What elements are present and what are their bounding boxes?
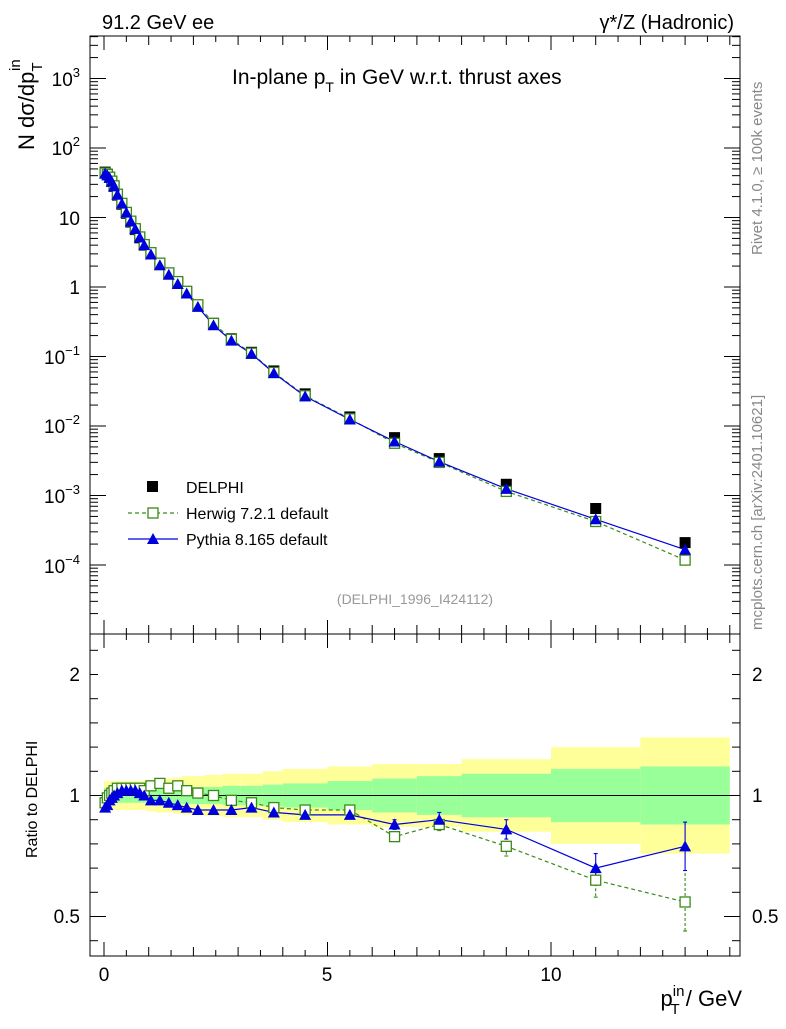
herwig-ratio-point [181,785,193,797]
pythia-point [299,390,312,402]
x-tick-label-5: 5 [322,965,333,986]
pythia-point [108,180,121,192]
ratio-tick-labels: 2 1 0.5 2 1 0.5 [54,665,779,928]
herwig-ratio-point [679,896,691,908]
pythia-point [433,455,446,467]
plot-title: In-plane pT in GeV w.r.t. thrust axes [232,66,562,95]
herwig-ratio-line [104,782,686,903]
pythia-ratio-point [207,804,220,816]
pythia-point [162,268,175,280]
pythia-point [500,482,513,494]
herwig-ratio-point [225,794,238,806]
legend-marker-delphi [147,481,158,492]
y-tick-label-1e-1: 10−1 [44,343,80,369]
pythia-ratio-point [171,799,184,811]
main-series [99,166,692,566]
herwig-ratio-point [500,840,512,852]
y-tick-label-1e-3: 10−3 [44,482,80,508]
y-tick-label-10: 10 [59,209,80,230]
pythia-ratio-point [267,806,280,818]
pythia-ratio-point [162,796,175,808]
ratio-tick-label-1-right: 1 [752,786,763,807]
pythia-ratio-point [388,818,401,830]
ratio-tick-label-2-left: 2 [69,665,80,686]
side-label-mcplots: mcplots.cern.ch [arXiv:2401.10621] [749,395,766,630]
pythia-point [153,259,166,271]
ratio-tick-label-05-left: 0.5 [54,907,80,928]
legend-label-pythia: Pythia 8.165 default [186,532,328,549]
herwig-ratio-point [590,874,602,886]
y-tick-label-1e-2: 10−2 [44,412,80,438]
pythia-point [180,287,193,299]
side-label-rivet: Rivet 4.1.0, ≥ 100k events [749,82,766,255]
pythia-point [129,222,142,234]
legend-marker-pythia [147,533,159,544]
x-tick-labels: 0 5 10 [99,965,562,986]
pythia-ratio-point [138,789,151,801]
pythia-point [343,413,356,425]
y-axis-title: N dσ/dpTin [7,59,46,150]
ratio-series [99,777,692,932]
y-tick-label-1: 1 [69,278,80,299]
pythia-point [679,543,692,555]
pythia-point [138,239,151,251]
herwig-line [104,172,686,561]
pythia-point [191,300,204,312]
y-tick-label-1e-4: 10−4 [44,552,80,578]
axis-ticks [90,36,740,956]
herwig-ratio-point [192,787,204,799]
pythia-ratio-point [589,862,602,874]
header-left: 91.2 GeV ee [102,12,214,34]
pythia-ratio-point [144,794,157,806]
pythia-point [388,435,401,447]
y-tick-label-1e2: 102 [52,134,80,160]
header-right: γ*/Z (Hadronic) [600,12,734,34]
x-tick-label-0: 0 [99,965,110,986]
ratio-tick-label-2-right: 2 [752,665,763,686]
x-axis-title: pin T / GeV [661,983,743,1018]
analysis-label: (DELPHI_1996_I424112) [337,591,493,607]
delphi-point [679,537,691,549]
pythia-ratio-point [225,804,238,816]
delphi-point [590,503,602,515]
pythia-point [115,197,128,209]
legend-marker-herwig [147,507,159,519]
pythia-point [225,334,238,346]
y-tick-labels: 103 102 10 1 10−1 10−2 10−3 10−4 [44,65,80,578]
pythia-ratio-point [343,808,356,820]
pythia-point [133,231,146,243]
y-tick-label-1e3: 103 [52,65,80,91]
pythia-point [111,188,124,200]
herwig-point [679,554,691,566]
pythia-point [120,206,133,218]
legend-label-delphi: DELPHI [186,480,244,497]
pythia-point [124,215,137,227]
pythia-ratio-point [245,801,258,813]
pythia-point [245,347,258,359]
pythia-ratio-point [679,840,692,852]
legend: DELPHI Herwig 7.2.1 default Pythia 8.165… [128,480,329,549]
ratio-tick-label-05-right: 0.5 [752,907,778,928]
pythia-ratio-point [191,804,204,816]
x-tick-label-10: 10 [540,965,561,986]
legend-label-herwig: Herwig 7.2.1 default [186,506,329,523]
pythia-point [207,319,220,331]
pythia-ratio-point [299,808,312,820]
pythia-ratio-point [180,801,193,813]
pythia-point [267,367,280,379]
pythia-ratio-point [500,823,513,835]
herwig-ratio-point [207,789,220,802]
herwig-ratio-point [388,830,401,843]
pythia-ratio-point [153,794,166,806]
ratio-axis-title: Ratio to DELPHI [24,741,41,858]
ratio-tick-label-1-left: 1 [69,786,80,807]
pythia-point [171,278,184,290]
pythia-point [589,513,602,525]
pythia-ratio-point [433,813,446,825]
pythia-point [144,248,157,260]
